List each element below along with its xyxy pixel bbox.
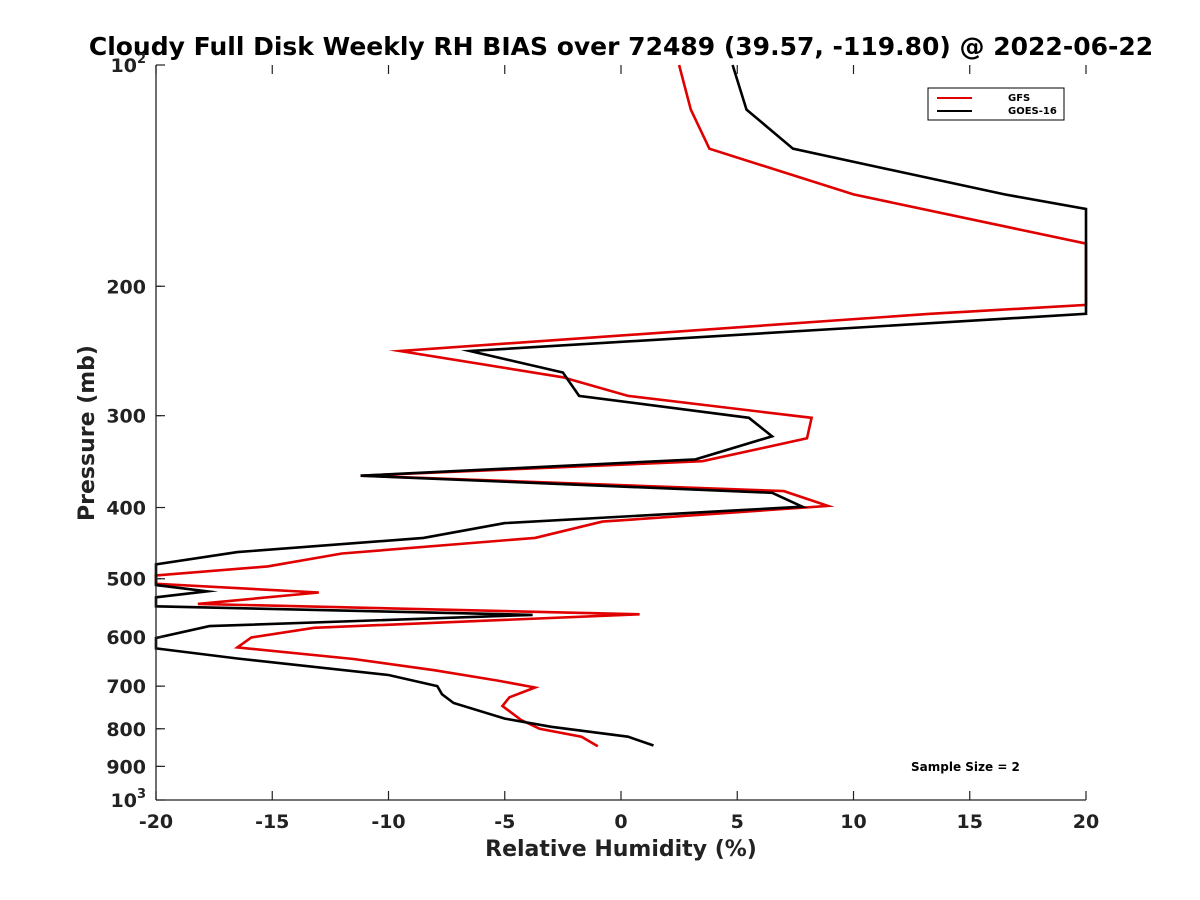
y-tick-label: 400 <box>106 498 146 520</box>
series-line-goes-16 <box>154 64 1088 747</box>
x-tick-label: 20 <box>1073 811 1099 833</box>
y-tick-label: 200 <box>106 276 146 298</box>
x-tick-label: 10 <box>840 811 866 833</box>
x-ticks: -20 -15 -10 -5 0 5 10 15 20 <box>139 65 1099 833</box>
y-tick-label: 800 <box>106 719 146 741</box>
y-axis-label: Pressure (mb) <box>75 345 100 521</box>
x-axis-label: Relative Humidity (%) <box>485 837 757 862</box>
plot-frame <box>156 65 1086 800</box>
x-tick-label: 15 <box>957 811 983 833</box>
y-tick-label: 600 <box>106 627 146 649</box>
x-tick-label: 0 <box>614 811 627 833</box>
y-tick-label: 103 <box>111 787 147 812</box>
x-tick-label: 5 <box>731 811 744 833</box>
sample-size-annotation: Sample Size = 2 <box>911 760 1020 774</box>
legend-label-goes: GOES-16 <box>1008 106 1057 117</box>
x-tick-label: -20 <box>139 811 173 833</box>
y-tick-label: 900 <box>106 756 146 778</box>
y-tick-label: 500 <box>106 569 146 591</box>
chart-title: Cloudy Full Disk Weekly RH BIAS over 724… <box>89 32 1153 61</box>
legend-box <box>927 87 1065 121</box>
y-tick-label: 102 <box>111 52 147 77</box>
series-layer <box>154 64 1088 748</box>
x-tick-label: -10 <box>371 811 405 833</box>
plot-area <box>156 65 1086 800</box>
x-tick-label: -15 <box>255 811 289 833</box>
y-tick-label: 700 <box>106 676 146 698</box>
y-tick-label: 300 <box>106 406 146 428</box>
x-tick-label: -5 <box>494 811 515 833</box>
y-ticks: 102 200 300 400 500 600 700 800 900 103 <box>106 52 165 812</box>
series-line-gfs <box>154 64 1088 748</box>
legend: GFS GOES-16 <box>927 87 1065 121</box>
legend-label-gfs: GFS <box>1008 93 1030 104</box>
